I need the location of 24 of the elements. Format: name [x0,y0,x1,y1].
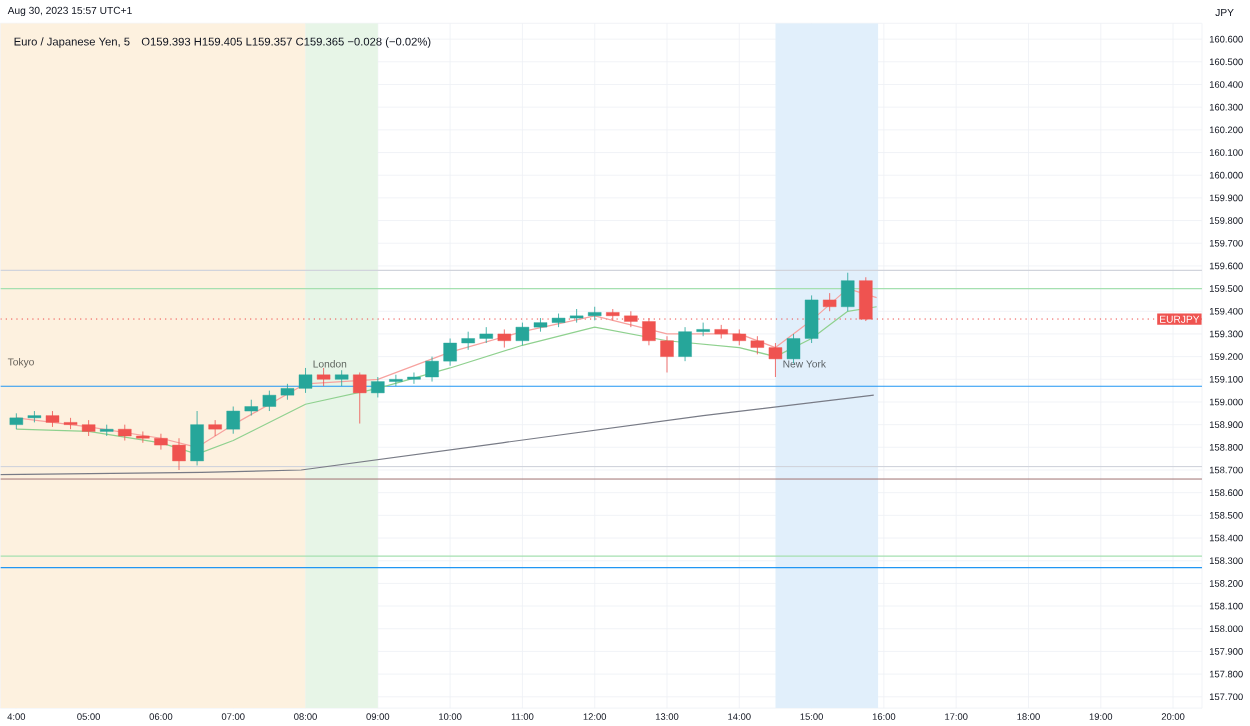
candlestick [660,335,674,373]
candlestick [316,367,331,387]
candlestick [443,337,457,366]
candlestick [208,419,222,437]
candlestick [678,326,692,362]
candlestick [425,355,439,382]
candlestick [190,410,204,466]
candlestick [389,373,403,387]
candlestick [822,292,837,312]
candlestick [642,317,656,346]
candlestick [461,330,475,350]
candlestick [226,405,240,434]
candlestick [859,276,873,322]
candlestick [136,430,150,443]
candlestick [172,437,186,471]
candlestick [353,371,367,424]
candlestick [371,376,385,398]
candlestick [497,328,512,348]
candlestick [407,371,421,384]
candlestick [624,310,638,328]
candlestick [696,321,710,337]
line-series [0,394,875,475]
candlestick [154,432,168,450]
candlestick [841,271,855,312]
